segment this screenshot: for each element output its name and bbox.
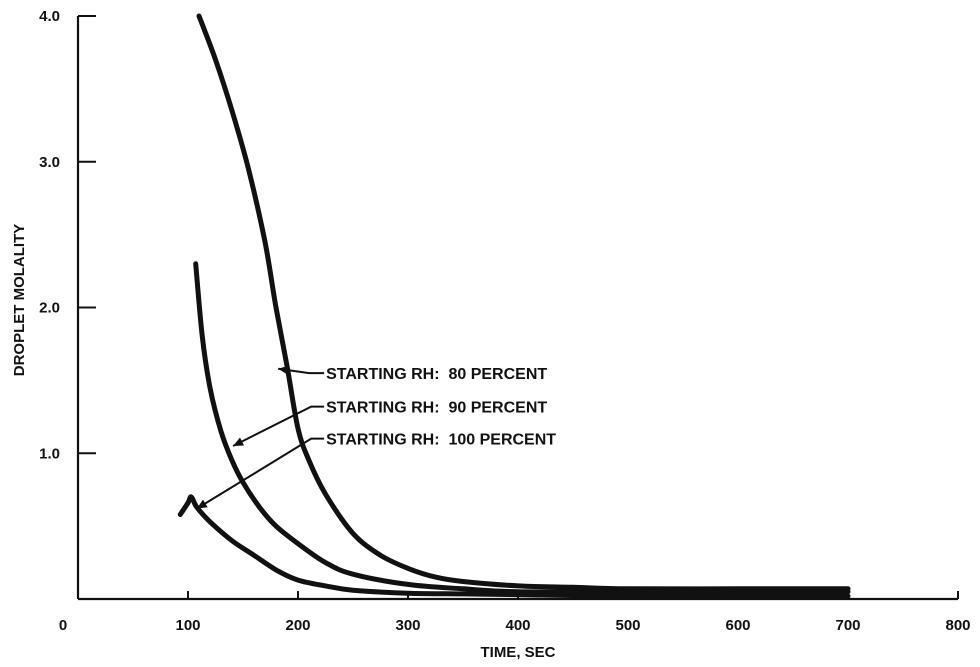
y-tick-label: 2.0 xyxy=(39,300,60,317)
y-tick-label: 1.0 xyxy=(39,445,60,462)
annotation-label-3: STARTING RH: 100 PERCENT xyxy=(326,432,556,449)
x-tick-label: 400 xyxy=(505,617,530,634)
x-tick-label: 500 xyxy=(615,617,640,634)
x-axis-title: TIME, SEC xyxy=(480,644,555,661)
annotation-leader-3 xyxy=(196,437,325,510)
annotation-leader-1 xyxy=(278,367,325,375)
axes: 1.0 2.0 3.0 4.0 0 100 200 300 400 500 600 700 800 xyxy=(39,8,970,634)
x-tick-label: 200 xyxy=(285,617,310,634)
annotation-arrowhead-1 xyxy=(278,365,289,375)
x-tick-label: 0 xyxy=(59,617,67,634)
annotation-layer: STARTING RH: 80 PERCENT STARTING RH: 90 P… xyxy=(196,365,556,510)
annotation-leader-2 xyxy=(232,405,325,447)
x-tick-label: 800 xyxy=(945,617,970,634)
annotation-arrowhead-2 xyxy=(233,437,245,446)
series-layer xyxy=(177,13,851,599)
y-tick-label: 3.0 xyxy=(39,154,60,171)
x-tick-label: 600 xyxy=(725,617,750,634)
x-tick-label: 300 xyxy=(395,617,420,634)
x-tick-label: 100 xyxy=(175,617,200,634)
y-tick-label: 4.0 xyxy=(39,8,60,25)
annotation-arrowhead-3 xyxy=(196,499,208,509)
series-line-1 xyxy=(196,13,851,592)
series-line-3 xyxy=(177,494,851,599)
x-tick-label: 700 xyxy=(835,617,860,634)
y-axis-title: DROPLET MOLALITY xyxy=(11,224,28,377)
annotation-label-1: STARTING RH: 80 PERCENT xyxy=(326,366,547,383)
series-line-2 xyxy=(193,261,851,595)
annotation-label-2: STARTING RH: 90 PERCENT xyxy=(326,400,547,417)
